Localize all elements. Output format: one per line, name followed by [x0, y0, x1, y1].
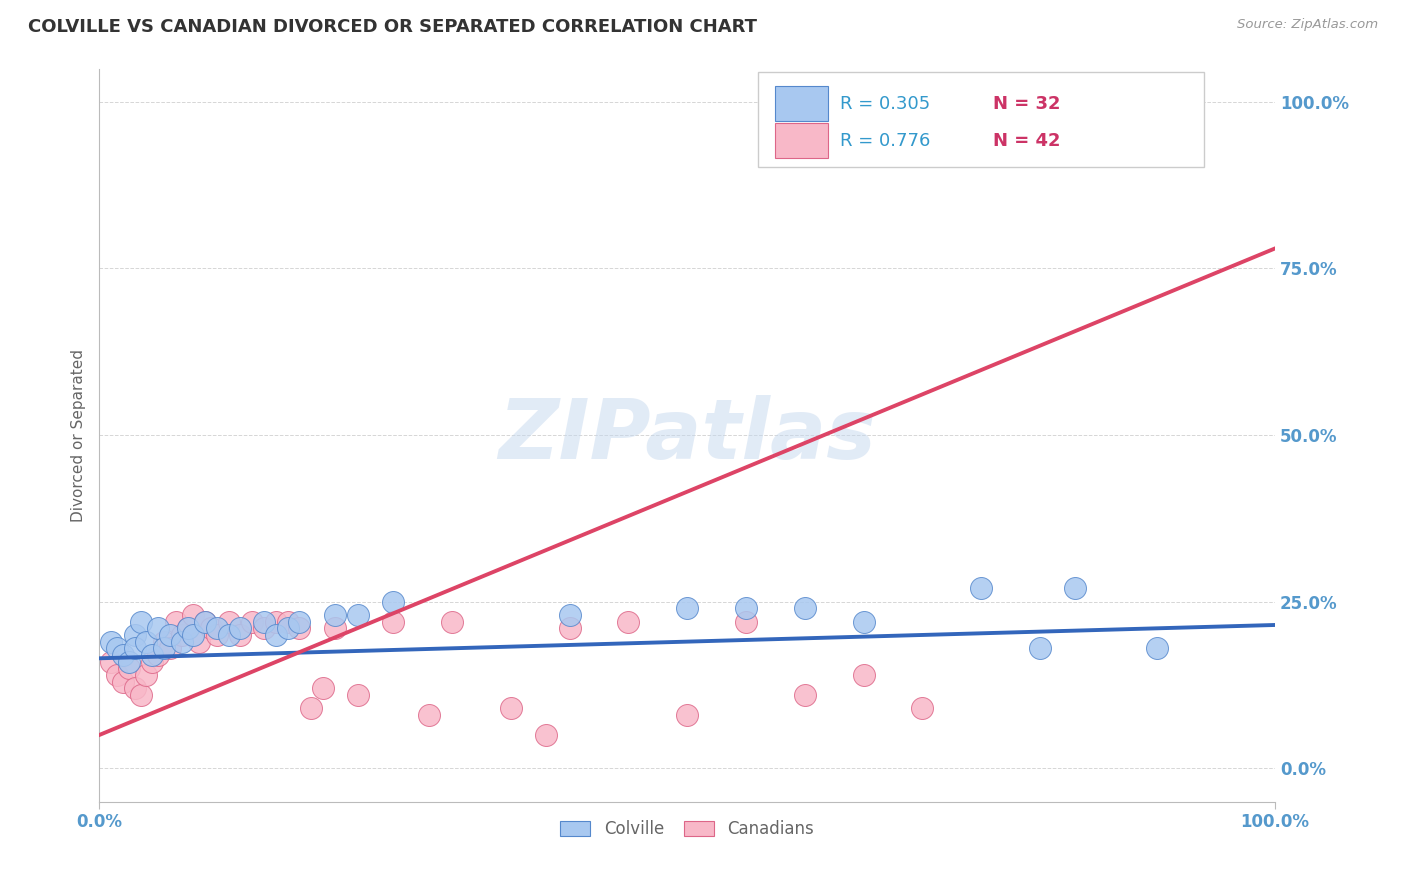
Point: [852, 668, 875, 682]
Point: [148, 648, 170, 662]
Point: [676, 601, 699, 615]
Point: [276, 615, 298, 629]
Point: [558, 607, 581, 622]
Point: [205, 621, 228, 635]
Point: [176, 621, 198, 635]
Point: [288, 621, 311, 635]
Point: [288, 615, 311, 629]
Point: [253, 615, 276, 629]
Point: [793, 601, 815, 615]
Point: [441, 615, 464, 629]
FancyBboxPatch shape: [775, 123, 828, 159]
FancyBboxPatch shape: [775, 86, 828, 121]
Point: [124, 681, 146, 696]
Point: [1029, 641, 1052, 656]
Point: [218, 615, 240, 629]
Point: [159, 628, 181, 642]
Point: [176, 621, 198, 635]
Point: [218, 628, 240, 642]
Point: [111, 648, 134, 662]
Point: [183, 607, 205, 622]
Point: [194, 615, 217, 629]
Point: [323, 621, 346, 635]
Point: [911, 701, 934, 715]
Point: [735, 615, 758, 629]
Point: [129, 615, 152, 629]
Point: [188, 634, 211, 648]
Point: [312, 681, 335, 696]
Point: [124, 641, 146, 656]
Point: [200, 621, 222, 635]
Point: [183, 628, 205, 642]
Point: [153, 634, 176, 648]
Point: [347, 607, 370, 622]
Point: [165, 615, 187, 629]
Text: N = 42: N = 42: [993, 132, 1060, 150]
Point: [159, 641, 181, 656]
Text: Source: ZipAtlas.com: Source: ZipAtlas.com: [1237, 18, 1378, 31]
Point: [1064, 582, 1087, 596]
Point: [382, 594, 405, 608]
Point: [111, 674, 134, 689]
Point: [418, 708, 440, 723]
Point: [135, 668, 157, 682]
Legend: Colville, Canadians: Colville, Canadians: [554, 814, 821, 845]
Point: [105, 641, 128, 656]
Point: [141, 648, 163, 662]
Point: [299, 701, 322, 715]
Point: [276, 621, 298, 635]
Point: [793, 688, 815, 702]
Point: [100, 655, 122, 669]
Point: [141, 655, 163, 669]
Point: [382, 615, 405, 629]
FancyBboxPatch shape: [758, 72, 1205, 168]
Point: [264, 628, 287, 642]
Point: [205, 628, 228, 642]
Point: [148, 621, 170, 635]
Point: [170, 628, 193, 642]
Point: [735, 601, 758, 615]
Point: [229, 628, 252, 642]
Point: [617, 615, 640, 629]
Point: [118, 661, 141, 675]
Point: [499, 701, 522, 715]
Text: R = 0.776: R = 0.776: [839, 132, 931, 150]
Point: [852, 615, 875, 629]
Text: R = 0.305: R = 0.305: [839, 95, 931, 112]
Point: [194, 615, 217, 629]
Point: [118, 655, 141, 669]
Text: COLVILLE VS CANADIAN DIVORCED OR SEPARATED CORRELATION CHART: COLVILLE VS CANADIAN DIVORCED OR SEPARAT…: [28, 18, 756, 36]
Point: [153, 641, 176, 656]
Point: [534, 728, 557, 742]
Point: [1146, 641, 1168, 656]
Point: [124, 628, 146, 642]
Point: [347, 688, 370, 702]
Point: [240, 615, 263, 629]
Point: [676, 708, 699, 723]
Text: ZIPatlas: ZIPatlas: [498, 394, 876, 475]
Point: [170, 634, 193, 648]
Point: [323, 607, 346, 622]
Point: [135, 634, 157, 648]
Point: [229, 621, 252, 635]
Point: [970, 582, 993, 596]
Point: [558, 621, 581, 635]
Point: [129, 688, 152, 702]
Point: [253, 621, 276, 635]
Point: [100, 634, 122, 648]
Point: [264, 615, 287, 629]
Point: [105, 668, 128, 682]
Y-axis label: Divorced or Separated: Divorced or Separated: [72, 349, 86, 522]
Text: N = 32: N = 32: [993, 95, 1060, 112]
